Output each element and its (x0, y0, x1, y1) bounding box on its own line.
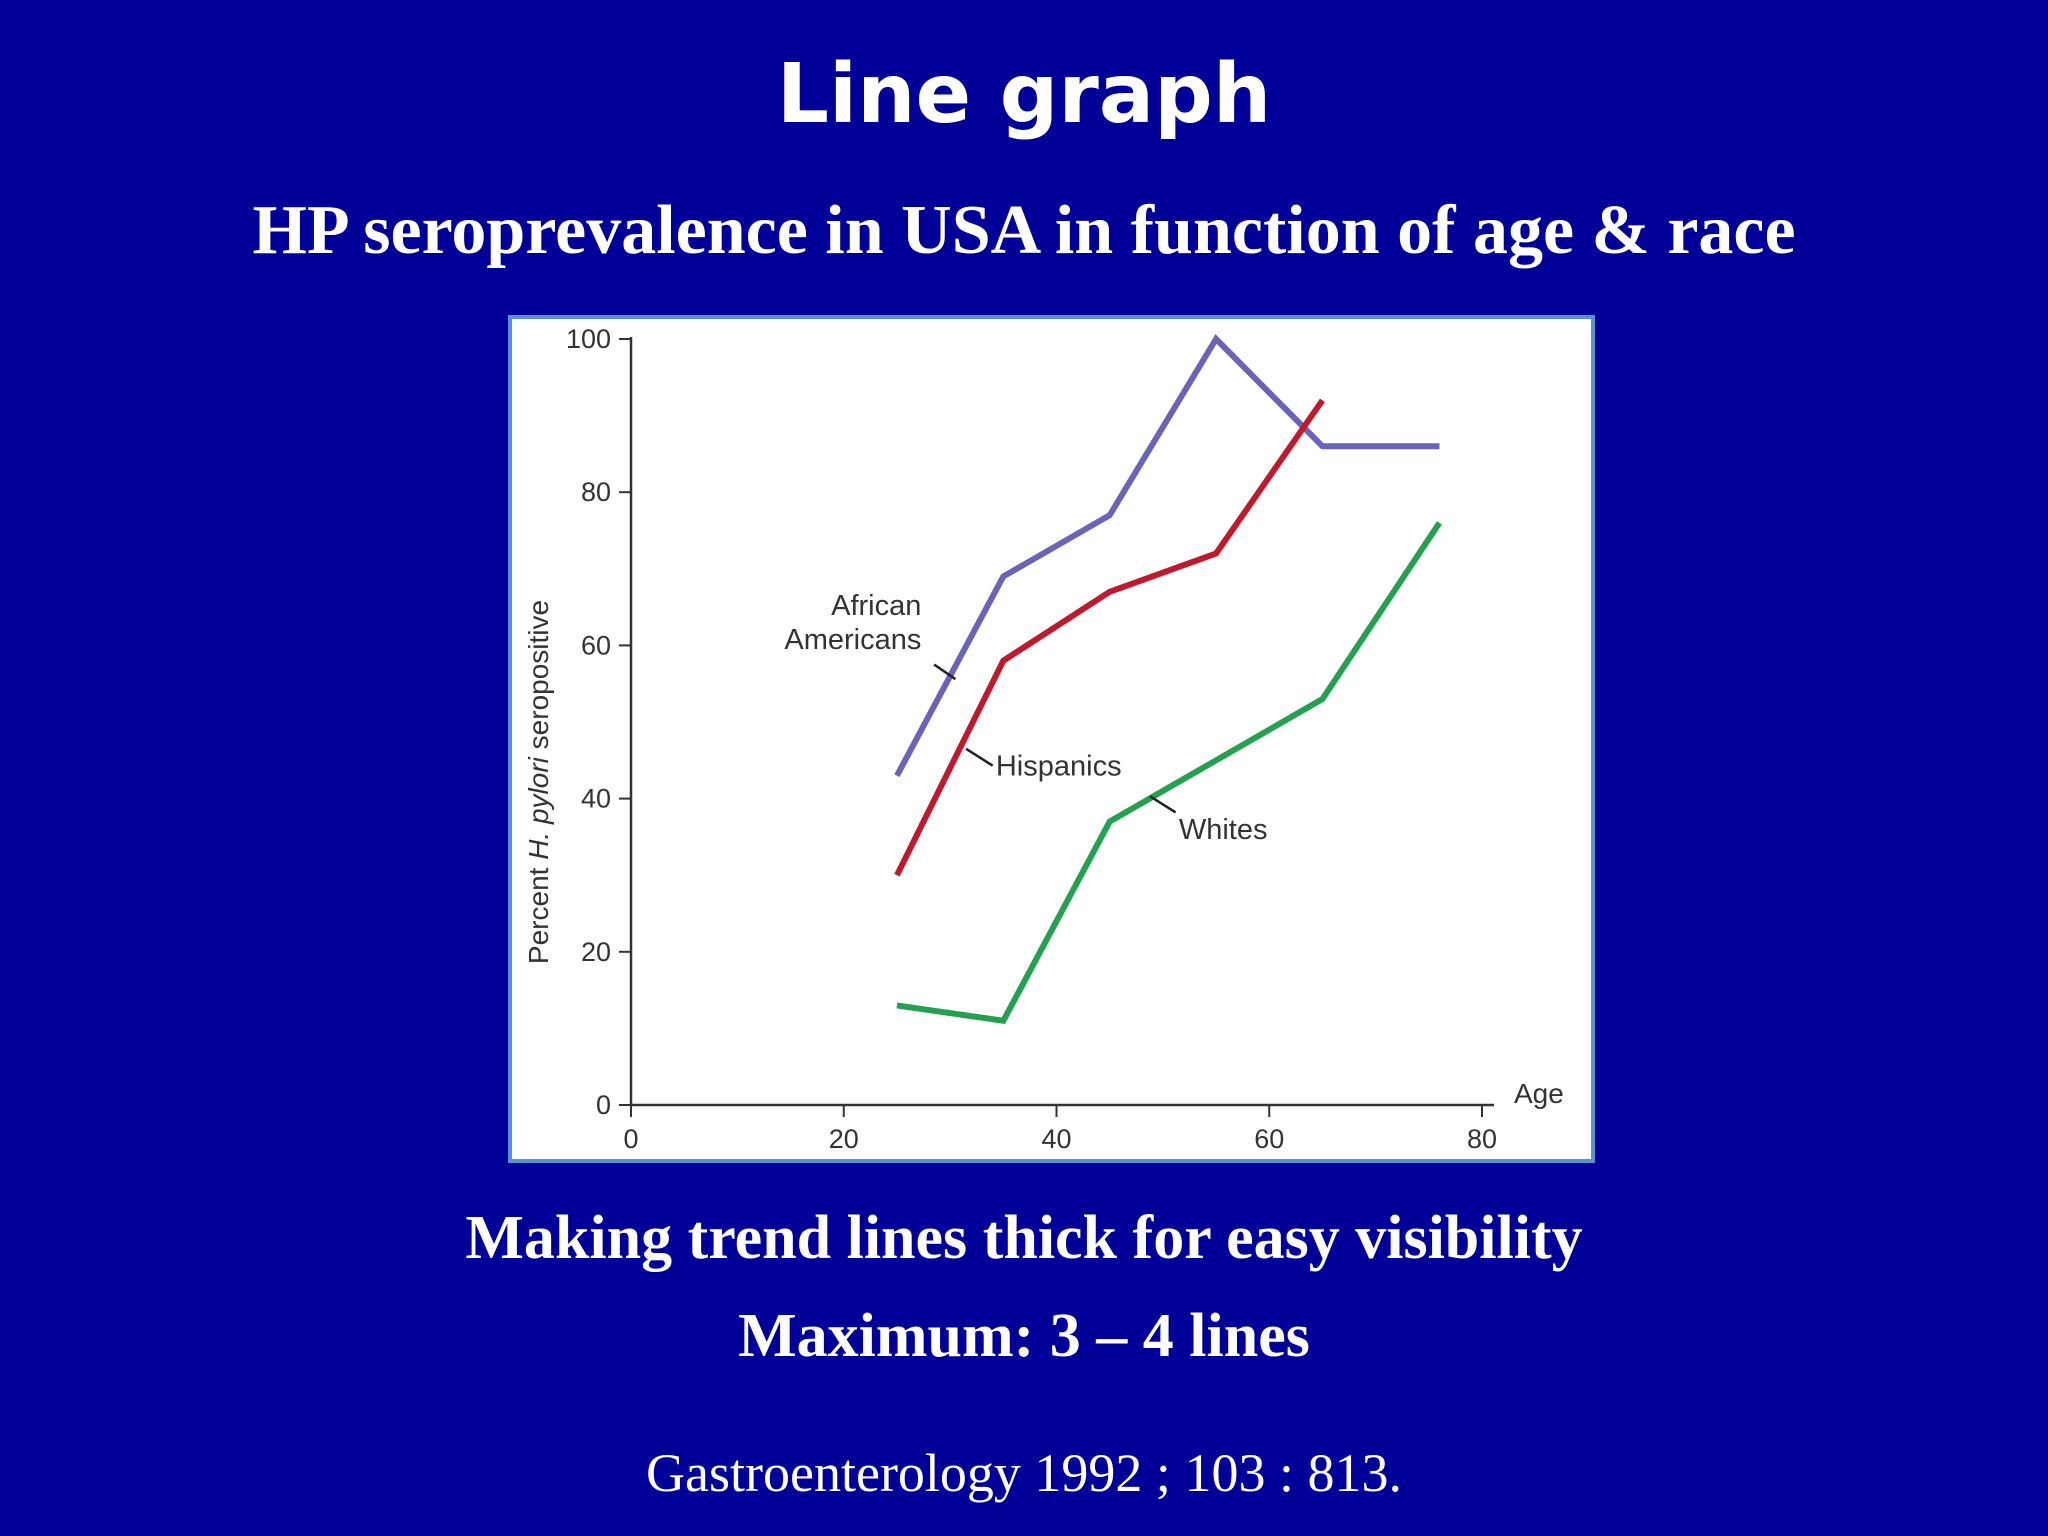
citation: Gastroenterology 1992 ; 103 : 813. (646, 1443, 1402, 1503)
axes: 0 20 40 60 80 100 0 20 40 60 80 Age Percent H. pylor… (523, 324, 1564, 1154)
x-axis-title: Age (1514, 1078, 1564, 1109)
series-lines (894, 334, 1442, 1025)
series-label-african-americans: African (831, 590, 921, 622)
y-tick-label: 80 (581, 477, 611, 507)
series-line-african-americans (894, 334, 1440, 778)
series-label-african-americans: Americans (784, 624, 921, 656)
y-tick-label: 100 (566, 324, 611, 354)
chart-frame: 0 20 40 60 80 100 0 20 40 60 80 Age Percent H. pylor… (508, 315, 1595, 1163)
note-thick-lines: Making trend lines thick for easy visibi… (465, 1204, 1583, 1272)
series-line-hispanics (894, 398, 1325, 877)
y-tick-label: 20 (581, 937, 611, 967)
slide-subtitle: HP seroprevalence in USA in function of … (252, 192, 1796, 269)
series-label-hispanics: Hispanics (996, 751, 1122, 783)
x-tick-label: 0 (623, 1124, 638, 1154)
label-leader-whites (1149, 795, 1177, 814)
y-tick-label: 60 (581, 630, 611, 660)
series-line-whites (896, 521, 1442, 1025)
y-axis-title: Percent H. pylori seropositive (523, 600, 554, 964)
slide-title: Line graph (776, 47, 1272, 142)
label-leader-hispanics (965, 747, 994, 767)
x-tick-label: 60 (1254, 1124, 1284, 1154)
line-chart: 0 20 40 60 80 100 0 20 40 60 80 Age Percent H. pylor… (523, 324, 1564, 1154)
series-label-whites: Whites (1179, 814, 1268, 846)
x-tick-label: 40 (1041, 1124, 1071, 1154)
note-max-lines: Maximum: 3 – 4 lines (738, 1302, 1310, 1370)
y-axis-title-prefix: Percent (523, 860, 554, 964)
y-axis-title-suffix: seropositive (523, 600, 554, 757)
x-tick-label: 80 (1467, 1124, 1497, 1154)
y-axis-title-italic: H. pylori (523, 756, 554, 859)
y-tick-label: 40 (581, 784, 611, 814)
x-tick-label: 20 (829, 1124, 859, 1154)
label-leader-african-americans (933, 663, 957, 681)
y-tick-label: 0 (596, 1090, 611, 1120)
